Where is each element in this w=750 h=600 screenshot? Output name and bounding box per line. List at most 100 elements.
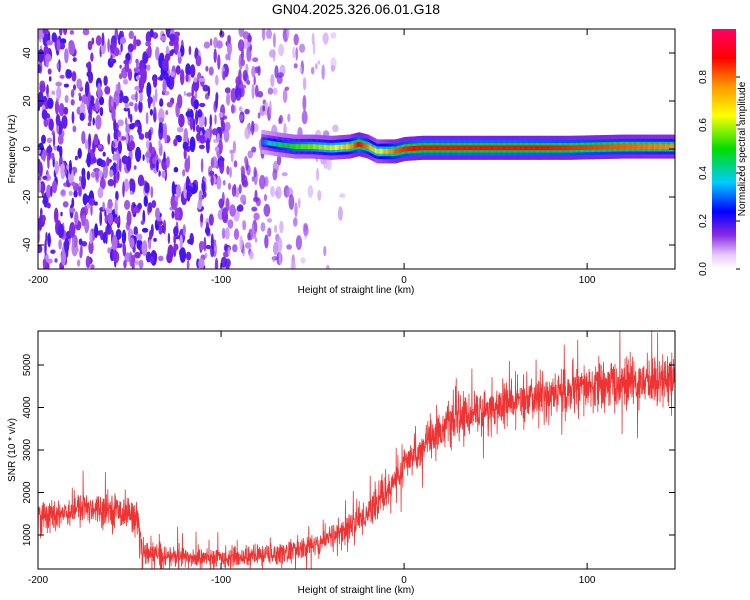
spectrogram-cell [354,142,357,148]
spectrogram-cell [420,145,423,151]
spectrogram-cell [560,145,562,151]
spectrogram-cell [281,172,288,177]
spectrogram-cell [65,69,71,79]
spectrogram-cell [229,166,232,178]
spectrogram-cell [317,189,322,201]
spectrogram-cell [138,133,145,140]
spectrogram-cell [175,135,181,140]
spectrogram-cell [513,145,516,151]
spectrogram-cell [667,144,670,149]
spectrogram-cell [456,145,459,151]
spectrogram-cell [78,95,82,102]
spectrogram-cell [42,148,46,162]
spectrogram-cell [128,30,134,40]
spectrogram-cell [235,87,242,101]
spectrogram-cell [657,144,660,149]
spectrogram-cell [284,86,290,91]
spectrogram-cell [238,184,242,194]
spectrogram-cell [102,151,106,157]
spectrogram-cell [623,144,626,149]
spectrogram-cell [140,70,147,84]
spectrogram-cell [198,144,205,150]
spectrogram-cell [585,145,587,150]
spectrogram-cell [247,232,251,241]
spectrogram-cell [71,111,75,124]
spectrogram-cell [438,145,440,151]
spectrogram-cell [225,265,230,269]
spectrogram-cell [131,180,136,193]
spectrogram-cell [111,106,116,122]
spectrogram-cell [363,143,366,148]
spectrogram-cell [550,145,552,151]
spectrogram-cell [612,144,615,150]
spectrogram-cell [497,145,499,151]
spectrogram-cell [135,146,142,162]
spectrogram-cell [226,41,233,56]
spectrogram-cell [327,145,329,150]
spectrogram-cell [643,144,646,149]
spectrogram-cell [166,252,173,264]
spectrogram-cell [352,143,355,149]
spectrogram-cell [129,140,136,151]
spectrogram-cell [153,112,157,123]
spectrogram-cell [121,155,129,165]
spectrogram-cell [111,97,114,107]
spectrogram-cell [422,145,425,151]
spectrogram-cell [321,64,325,80]
spectrogram-cell [261,139,263,145]
spectrogram-cell [515,145,517,151]
spectrogram-cell [115,190,119,201]
spectrogram-cell [625,144,628,149]
spectrogram-cell [158,120,163,134]
spectrogram-cell [88,198,96,207]
spectrogram-cell [367,144,370,150]
spectrogram-cell [561,145,563,151]
spectrogram-cell [562,145,564,151]
spectrogram-cell [185,73,189,83]
spectrogram-cell [386,149,389,154]
spectrogram-cell [46,137,53,144]
spectrogram-cell [478,145,481,151]
spectrogram-cell [541,145,543,151]
spectrogram-cell [227,246,231,256]
spectrogram-cell [146,64,151,71]
spectrogram-cell [156,159,159,172]
spectrogram-cell [176,184,182,198]
spectrogram-cell [189,136,196,153]
spectrogram-cell [141,227,149,233]
spectrogram-cell [358,141,360,147]
spectrogram-cell [93,133,99,146]
spectrogram-cell [125,117,128,126]
spectrogram-cell [344,144,347,150]
spectrogram-cell [580,145,583,150]
spectrogram-cell [553,145,556,151]
spectrogram-cell [186,189,191,202]
spectrogram-cell [417,145,419,151]
spectrogram-cell [282,142,284,148]
spectrogram-cell [209,38,213,46]
spectrogram-cell [95,169,99,181]
spectrogram-cell [621,144,624,149]
spectrogram-cell [192,118,196,133]
spectrogram-cell [628,144,630,149]
spectrogram-cell [485,145,487,151]
spectrogram-cell [82,29,90,36]
spectrogram-cell [318,144,320,150]
spectrogram-cell [365,143,368,149]
spectrogram-cell [79,249,83,259]
spectrogram-cell [233,228,240,240]
spectrogram-cell [519,145,521,151]
spectrogram-cell [95,98,100,112]
spectrogram-cell [272,256,276,263]
spectrogram-cell [433,145,436,151]
spectrogram-cell [92,117,95,126]
spectrogram-cell [225,53,229,61]
spectrogram-cell [487,145,490,151]
spectrogram-cell [121,229,127,244]
spectrogram-cell [537,145,539,151]
spectrogram-y-ticks: -40 -20 0 20 40 [22,47,675,252]
spectrogram-cell [356,142,359,147]
spectrogram-cell [465,145,468,151]
spectrogram-cell [71,71,77,82]
spectrogram-cell [142,51,149,64]
